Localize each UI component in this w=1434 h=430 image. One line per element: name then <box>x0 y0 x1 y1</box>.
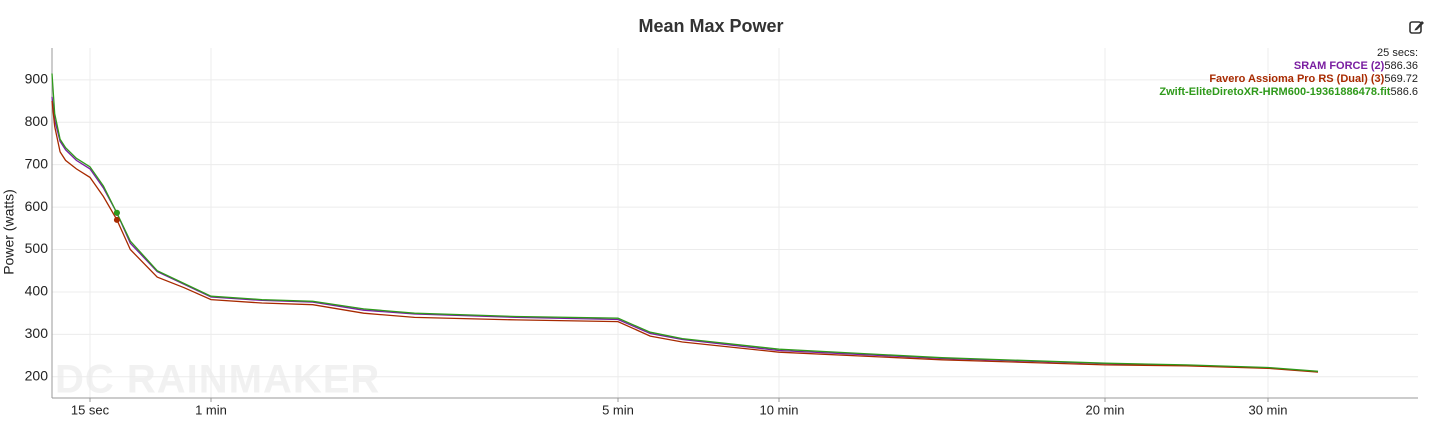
edit-icon[interactable] <box>1409 21 1424 34</box>
watermark: DC RAINMAKER <box>55 358 380 402</box>
chart-title: Mean Max Power <box>638 16 783 36</box>
series-line <box>51 100 1319 373</box>
x-tick-label: 1 min <box>195 402 227 417</box>
series-line <box>51 73 1319 372</box>
readout-value: 586.6 <box>1390 86 1418 98</box>
edit-icon-box <box>1409 21 1422 34</box>
x-tick-label: 5 min <box>602 402 634 417</box>
x-tick-label: 15 sec <box>71 402 110 417</box>
y-tick-label: 600 <box>25 198 49 214</box>
y-tick-label: 700 <box>25 155 49 171</box>
readout-entry: SRAM FORCE (2)586.36 <box>1294 60 1418 72</box>
readout-marker <box>113 209 120 216</box>
readout-title: 25 secs: <box>1377 47 1418 59</box>
readout-entry: Favero Assioma Pro RS (Dual) (3)569.72 <box>1209 73 1418 85</box>
x-tick-label: 20 min <box>1085 402 1124 417</box>
edit-icon-pen <box>1414 21 1424 31</box>
legend-name: Favero Assioma Pro RS (Dual) (3) <box>1209 73 1384 85</box>
readout-entry: Zwift-EliteDiretoXR-HRM600-19361886478.f… <box>1159 86 1418 98</box>
y-tick-label: 800 <box>25 113 49 129</box>
readout-value: 569.72 <box>1384 73 1418 85</box>
y-tick-label: 400 <box>25 283 49 299</box>
y-axis-label: Power (watts) <box>1 189 17 275</box>
legend-name: Zwift-EliteDiretoXR-HRM600-19361886478.f… <box>1159 86 1390 98</box>
y-tick-label: 300 <box>25 325 49 341</box>
y-tick-label: 900 <box>25 71 49 87</box>
legend-name: SRAM FORCE (2) <box>1294 60 1385 72</box>
y-tick-label: 500 <box>25 240 49 256</box>
x-tick-label: 30 min <box>1248 402 1287 417</box>
readout-value: 586.36 <box>1384 60 1418 72</box>
y-tick-label: 200 <box>25 367 49 383</box>
x-tick-label: 10 min <box>759 402 798 417</box>
readout-marker <box>113 216 120 223</box>
series-line <box>51 96 1319 373</box>
